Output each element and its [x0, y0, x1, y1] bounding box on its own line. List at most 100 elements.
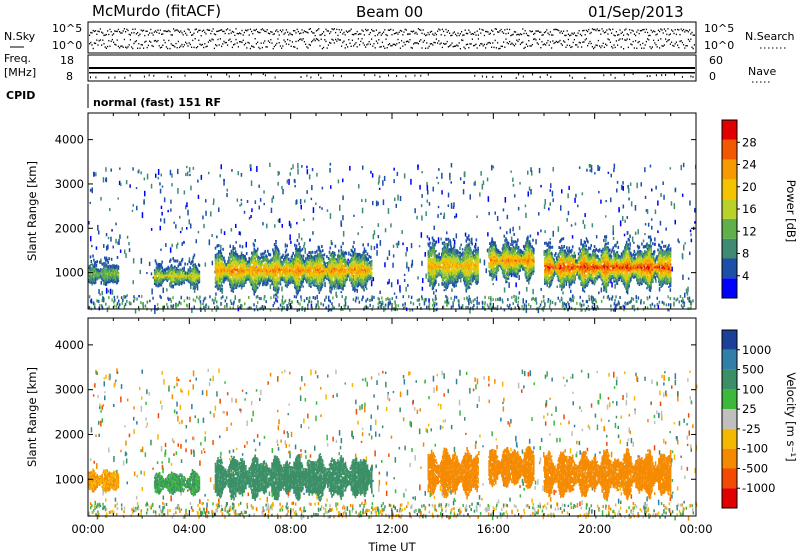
noise-search-point — [240, 41, 241, 42]
noise-sky-point — [147, 31, 148, 32]
noise-sky-point — [411, 31, 412, 32]
noise-sky-point — [143, 30, 144, 31]
echo-cell — [96, 278, 98, 280]
noise-sky-point — [385, 34, 386, 35]
echo-cell — [199, 281, 201, 283]
echo-cell — [595, 298, 597, 301]
noise-sky-point — [575, 35, 576, 36]
freq-panel: Freq. [MHz] 18 8 60 0 Nave — [4, 52, 776, 83]
noise-sky-point — [226, 29, 227, 30]
echo-cell — [95, 282, 97, 284]
echo-cell — [296, 199, 298, 204]
noise-sky-point — [406, 29, 407, 30]
echo-cell — [221, 229, 223, 234]
echo-cell — [435, 295, 437, 298]
noise-search-point — [232, 47, 233, 48]
freq-mark — [690, 75, 691, 77]
freq-mark — [379, 76, 380, 78]
echo-cell — [108, 290, 110, 293]
echo-cell — [470, 194, 472, 199]
freq-mark — [388, 74, 389, 76]
freq-mark — [405, 75, 406, 77]
noise-search-point — [575, 44, 576, 45]
echo-cell — [654, 237, 656, 241]
echo-cell — [524, 303, 526, 306]
echo-cell — [590, 164, 592, 168]
echo-cell — [232, 291, 234, 293]
noise-sky-point — [414, 33, 415, 34]
echo-cell — [168, 267, 170, 270]
echo-cell — [161, 206, 163, 209]
noise-search-point — [285, 41, 286, 42]
echo-cell — [591, 168, 593, 173]
noise-sky-point — [497, 31, 498, 32]
noise-search-point — [600, 47, 601, 48]
echo-cell — [448, 193, 450, 198]
noise-sky-point — [589, 33, 590, 34]
noise-sky-point — [671, 29, 672, 30]
noise-sky-point — [305, 31, 306, 32]
noise-search-point — [243, 40, 244, 41]
noise-search-point — [369, 41, 370, 42]
echo-cell — [310, 280, 312, 282]
echo-cell — [479, 192, 481, 196]
echo-cell — [513, 295, 515, 298]
noise-search-point — [435, 42, 436, 43]
echo-cell — [138, 169, 140, 172]
echo-cell — [451, 182, 453, 184]
echo-cell — [149, 262, 151, 266]
noise-sky-point — [178, 30, 179, 31]
noise-sky-point — [600, 34, 601, 35]
noise-search-point — [693, 48, 694, 49]
echo-cell — [394, 300, 396, 303]
echo-cell — [171, 264, 173, 267]
noise-sky-point — [126, 29, 127, 30]
echo-cell — [266, 224, 268, 229]
noise-sky-point — [347, 32, 348, 33]
echo-cell — [689, 252, 691, 255]
noise-sky-point — [107, 30, 108, 31]
noise-search-point — [595, 44, 596, 45]
echo-cell — [618, 207, 620, 212]
echo-cell — [167, 306, 169, 309]
echo-cell — [359, 301, 361, 304]
echo-cell — [491, 165, 493, 171]
echo-cell — [108, 306, 110, 309]
noise-sky-point — [127, 30, 128, 31]
echo-cell — [286, 270, 288, 272]
echo-cell — [690, 233, 692, 236]
noise-search-point — [337, 38, 338, 39]
noise-search-point — [335, 39, 336, 40]
freq-mark — [665, 74, 666, 76]
echo-cell — [558, 297, 560, 300]
noise-sky-point — [570, 35, 571, 36]
noise-sky-point — [185, 33, 186, 34]
noise-sky-point — [541, 35, 542, 36]
echo-cell — [160, 226, 162, 231]
echo-cell — [170, 298, 172, 301]
noise-sky-point — [132, 29, 133, 30]
echo-cell — [262, 222, 264, 225]
echo-cell — [372, 173, 374, 177]
noise-sky-point — [583, 30, 584, 31]
echo-cell — [97, 225, 99, 231]
echo-cell — [376, 244, 378, 249]
noise-sky-point — [337, 35, 338, 36]
noise-sky-point — [520, 33, 521, 34]
echo-cell — [99, 307, 101, 311]
noise-search-point — [613, 44, 614, 45]
noise-sky-point — [319, 34, 320, 35]
noise-sky-point — [489, 34, 490, 35]
echo-cell — [282, 295, 284, 298]
echo-cell — [558, 226, 560, 231]
echo-cell — [543, 299, 545, 302]
echo-cell — [382, 180, 384, 186]
echo-cell — [215, 247, 217, 250]
noise-search-point — [522, 41, 523, 42]
echo-cell — [239, 245, 241, 248]
noise-sky-point — [240, 33, 241, 34]
echo-cell — [291, 168, 293, 170]
echo-cell — [603, 296, 605, 299]
noise-search-point — [198, 40, 199, 41]
noise-sky-point — [516, 34, 517, 35]
